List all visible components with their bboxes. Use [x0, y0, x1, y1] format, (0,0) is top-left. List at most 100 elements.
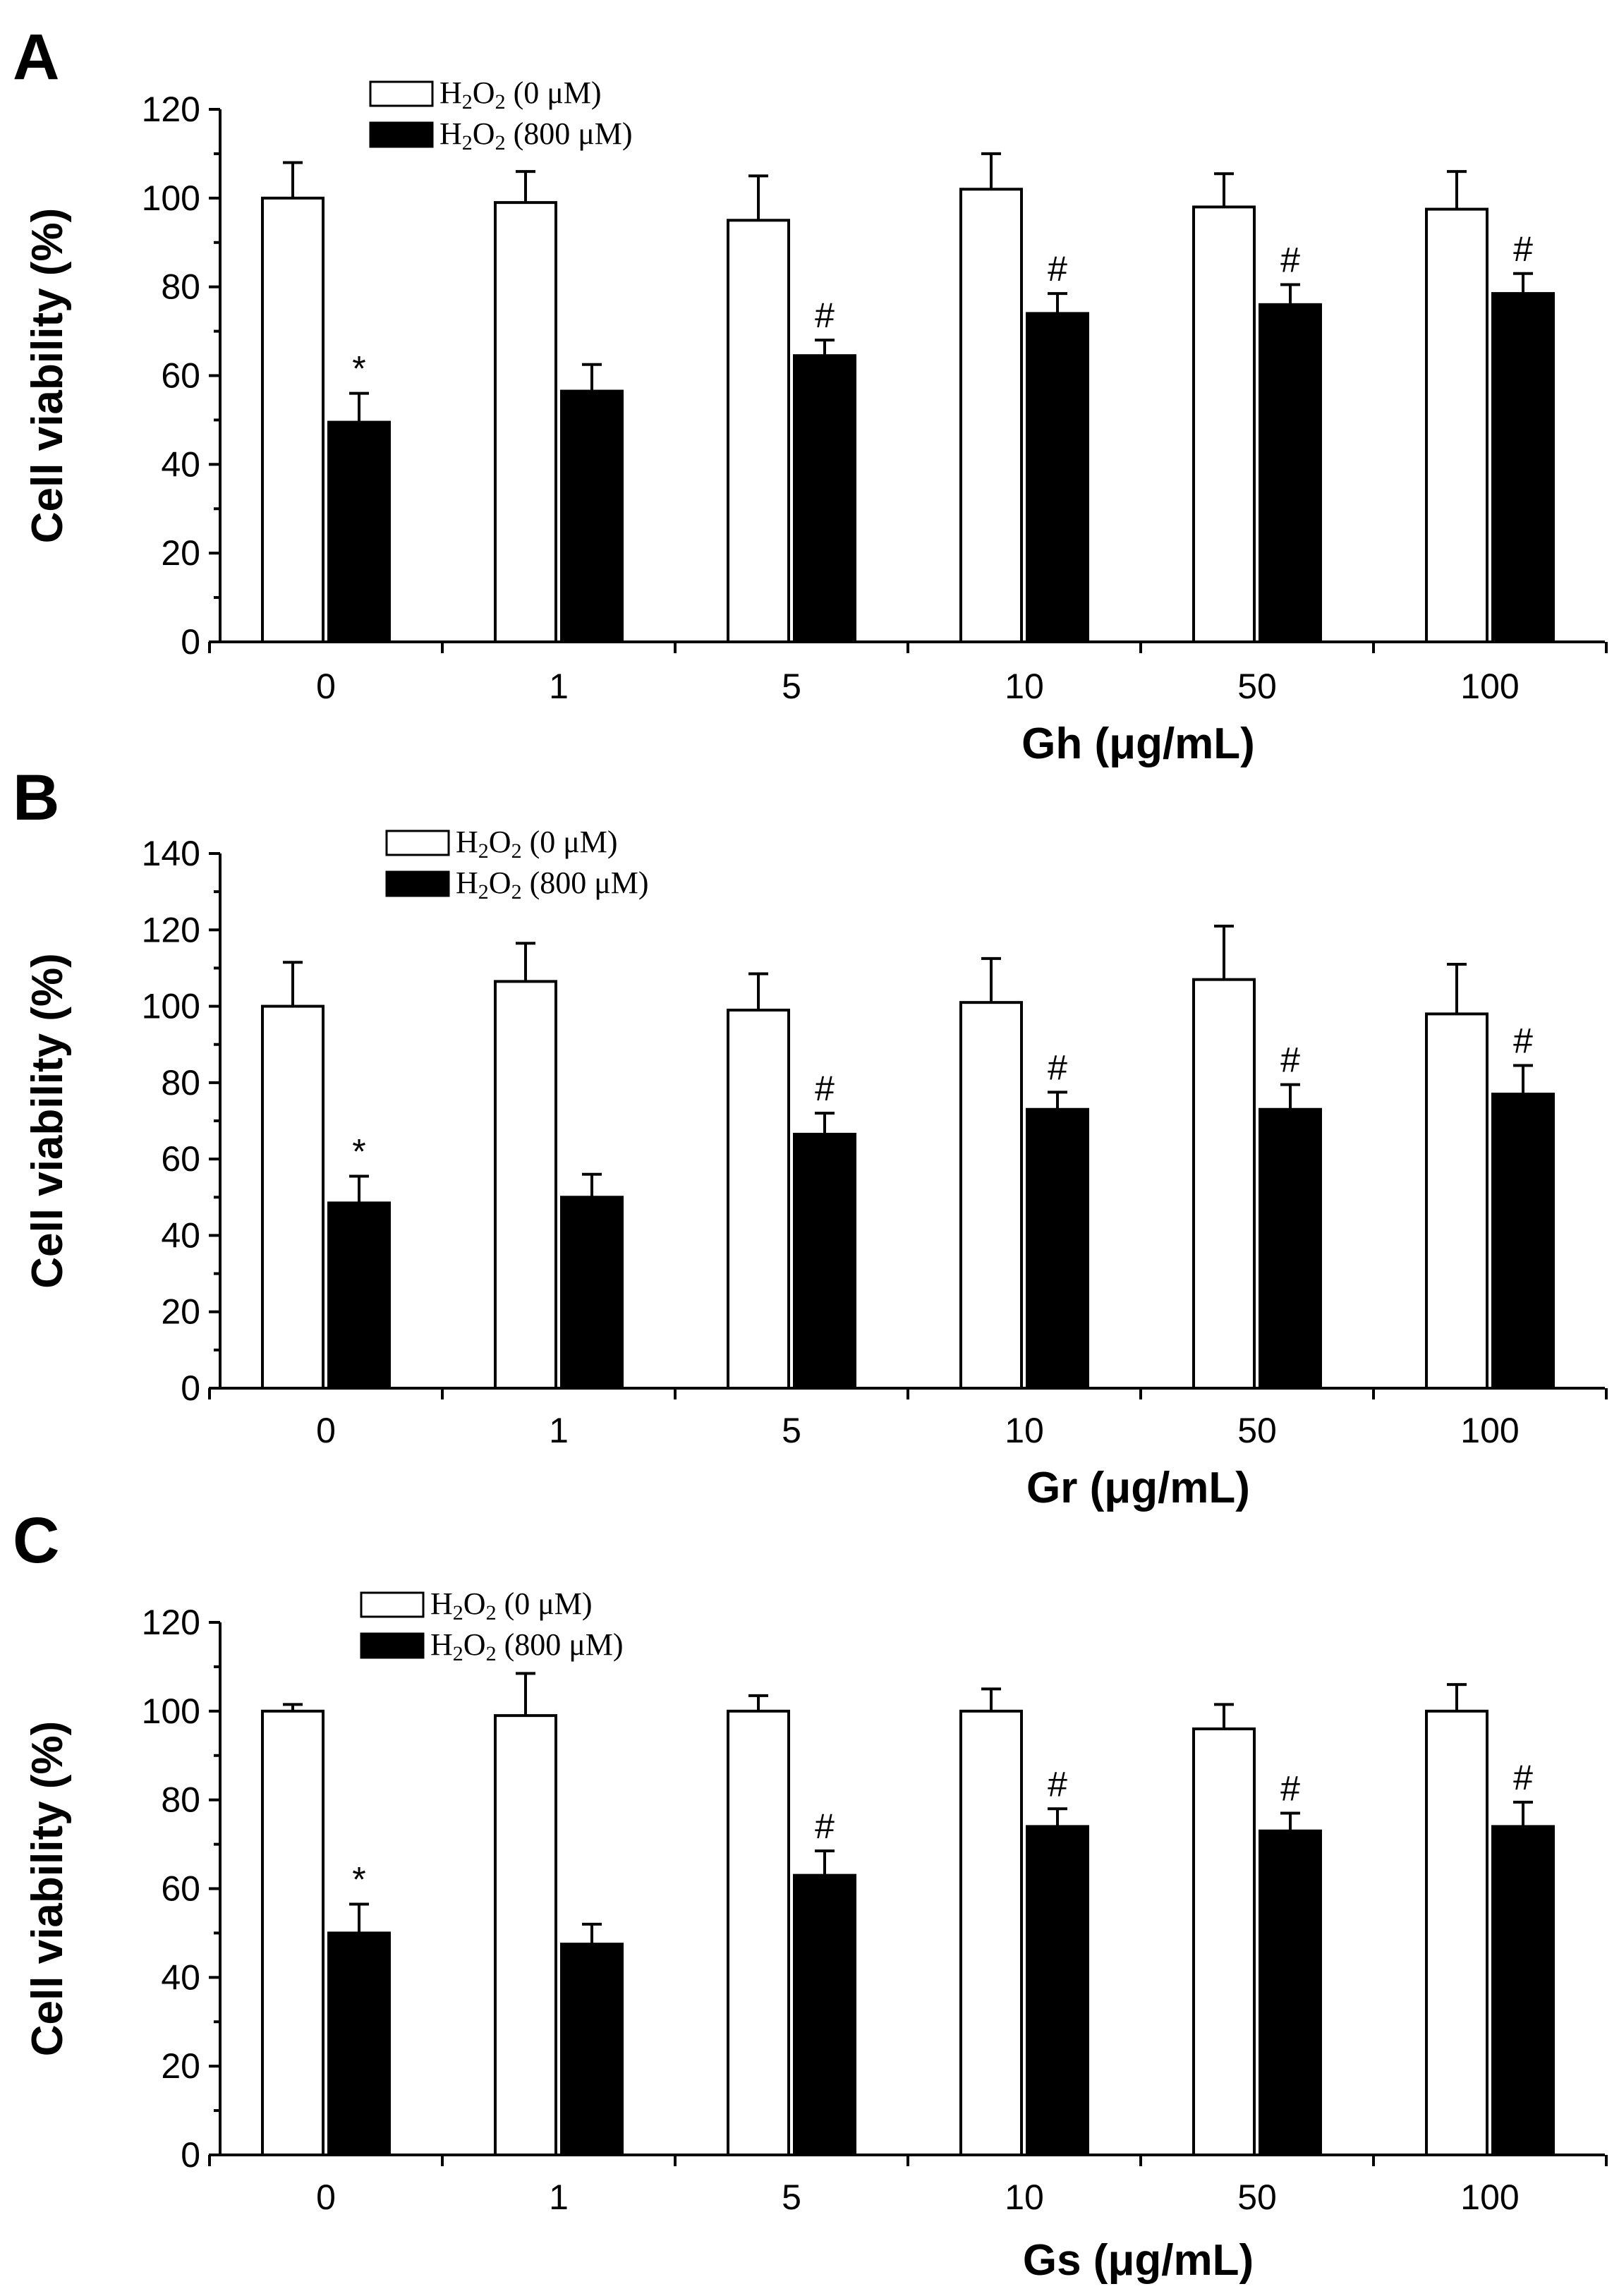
significance-mark: # — [815, 1806, 835, 1846]
bar-h2o2-800-1 — [560, 1943, 624, 2156]
bar-h2o2-800-5 — [793, 1132, 856, 1390]
y-tick-label: 100 — [142, 178, 200, 218]
legend-swatch — [360, 1632, 425, 1659]
legend-swatch — [385, 870, 450, 897]
x-tick-label: 50 — [1237, 667, 1277, 706]
significance-mark: * — [352, 349, 365, 389]
significance-mark: * — [352, 1860, 365, 1900]
bar-h2o2-800-10 — [1026, 1825, 1089, 2157]
legend-label: H2O2 (800 μM) — [456, 865, 649, 904]
y-tick-label: 40 — [161, 444, 200, 484]
y-tick-label: 0 — [181, 1368, 200, 1408]
x-tick-label: 100 — [1460, 1411, 1519, 1450]
x-tick-label: 100 — [1460, 2177, 1519, 2217]
y-tick-label: 60 — [161, 356, 200, 396]
bar-h2o2-800-50 — [1259, 1107, 1322, 1390]
y-axis-title: Cell viability (%) — [23, 208, 72, 543]
y-tick-label: 120 — [142, 910, 200, 949]
chart-panel-b: B 0 20 40 60 80 100 120 140 Cell viability (%) 0 1 5… — [13, 762, 1608, 1512]
x-tick-label: 0 — [316, 2177, 336, 2217]
bar-control-1 — [494, 980, 557, 1390]
x-axis-title: Gs (μg/mL) — [1023, 2236, 1254, 2285]
x-tick-label: 50 — [1237, 1411, 1277, 1450]
y-tick-label: 100 — [142, 987, 200, 1026]
significance-mark: # — [1280, 1769, 1300, 1809]
bar-control-1 — [494, 201, 557, 643]
bar-h2o2-800-5 — [793, 1873, 856, 2156]
x-tick-label: 1 — [549, 1411, 569, 1450]
y-tick-label: 60 — [161, 1139, 200, 1179]
y-tick-label: 80 — [161, 267, 200, 307]
legend-label: H2O2 (800 μM) — [430, 1627, 624, 1665]
bar-control-100 — [1425, 1012, 1488, 1390]
x-tick-label: 5 — [782, 2177, 801, 2217]
y-tick-label: 40 — [161, 1215, 200, 1255]
bar-control-5 — [727, 1008, 790, 1390]
y-tick-label: 80 — [161, 1780, 200, 1820]
x-tick-label: 5 — [782, 1411, 801, 1450]
significance-mark: # — [1513, 1758, 1533, 1797]
x-tick-label: 10 — [1005, 2177, 1044, 2217]
y-tick-label: 120 — [142, 1603, 200, 1642]
significance-mark: # — [1280, 241, 1300, 280]
bar-control-0 — [261, 196, 325, 644]
x-axis-title: Gh (μg/mL) — [1021, 719, 1255, 768]
significance-mark: # — [815, 296, 835, 335]
bar-h2o2-800-100 — [1491, 292, 1555, 643]
bar-control-100 — [1425, 1709, 1488, 2156]
y-axis-title: Cell viability (%) — [23, 953, 72, 1288]
x-tick-label: 100 — [1460, 667, 1519, 706]
bar-h2o2-800-100 — [1491, 1093, 1555, 1390]
significance-mark: # — [1280, 1040, 1300, 1080]
x-tick-label: 5 — [782, 667, 801, 706]
significance-mark: # — [1048, 1047, 1067, 1087]
y-tick-label: 120 — [142, 90, 200, 129]
y-tick-label: 20 — [161, 2046, 200, 2086]
bar-control-0 — [261, 1709, 325, 2156]
y-tick-label: 80 — [161, 1063, 200, 1103]
panel-letter: B — [13, 762, 59, 834]
y-tick-label: 20 — [161, 533, 200, 573]
bar-control-50 — [1192, 205, 1256, 643]
y-tick-label: 0 — [181, 2135, 200, 2175]
bar-h2o2-800-1 — [560, 389, 624, 643]
x-tick-label: 10 — [1005, 1411, 1044, 1450]
bar-h2o2-800-0 — [327, 1931, 391, 2157]
x-tick-label: 0 — [316, 1411, 336, 1450]
panel-letter: C — [13, 1505, 59, 1577]
legend-swatch — [385, 830, 450, 856]
bar-h2o2-800-50 — [1259, 303, 1322, 643]
significance-mark: # — [815, 1069, 835, 1108]
significance-mark: # — [1048, 249, 1067, 288]
significance-mark: * — [352, 1132, 365, 1172]
bar-h2o2-800-0 — [327, 1201, 391, 1390]
bar-control-5 — [727, 219, 790, 643]
x-tick-label: 0 — [316, 667, 336, 706]
bar-h2o2-800-10 — [1026, 312, 1089, 643]
significance-mark: # — [1513, 229, 1533, 269]
x-axis-title: Gr (μg/mL) — [1026, 1464, 1250, 1512]
y-tick-label: 140 — [142, 834, 200, 873]
bar-h2o2-800-1 — [560, 1196, 624, 1390]
bar-h2o2-800-100 — [1491, 1825, 1555, 2157]
panel-letter: A — [13, 21, 59, 93]
legend-label: H2O2 (0 μM) — [430, 1586, 593, 1624]
legend-swatch — [360, 1591, 425, 1618]
legend-label: H2O2 (0 μM) — [439, 75, 602, 114]
y-tick-label: 100 — [142, 1691, 200, 1731]
bar-h2o2-800-0 — [327, 420, 391, 643]
bar-control-5 — [727, 1709, 790, 2156]
legend-label: H2O2 (800 μM) — [439, 116, 633, 154]
x-tick-label: 10 — [1005, 667, 1044, 706]
significance-mark: # — [1513, 1021, 1533, 1060]
x-tick-label: 1 — [549, 2177, 569, 2217]
bar-control-50 — [1192, 978, 1256, 1390]
legend-swatch — [369, 80, 434, 107]
y-tick-label: 40 — [161, 1957, 200, 1997]
y-tick-label: 0 — [181, 622, 200, 662]
legend-swatch — [369, 121, 434, 148]
y-tick-label: 20 — [161, 1292, 200, 1332]
